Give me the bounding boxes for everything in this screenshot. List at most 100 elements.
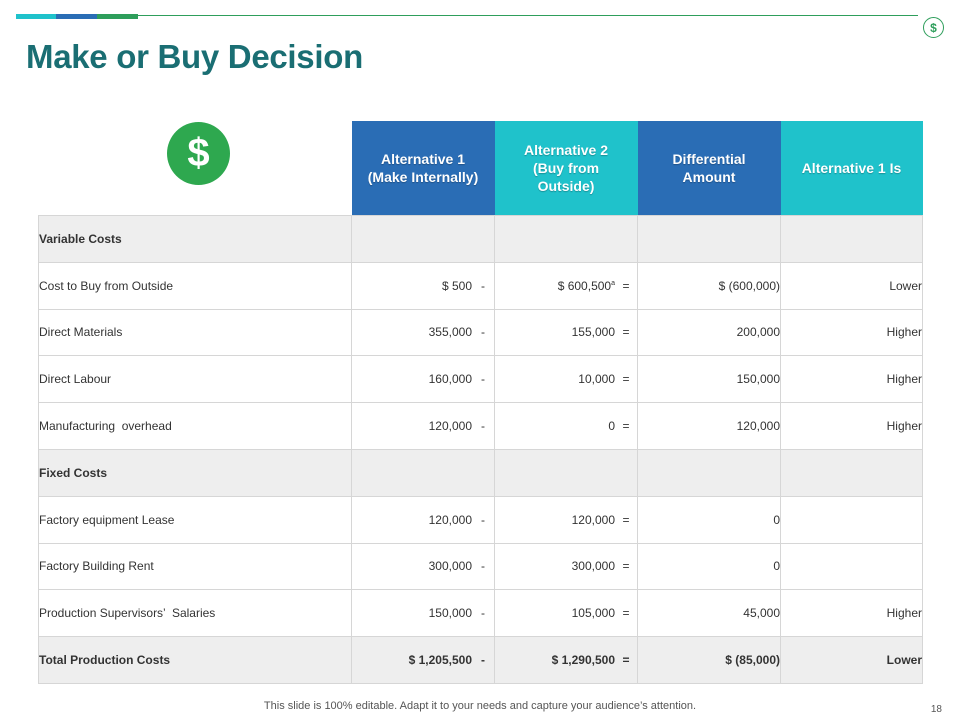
cell-is: Lower [780,636,923,684]
alt1-value: $ 1,205,500 [408,653,472,668]
alt1-value: 120,000 [428,419,472,434]
equals-operator: = [622,512,630,527]
minus-operator: - [481,325,485,340]
page-number: 18 [930,704,942,715]
cell-alt2: 0 = [494,402,638,450]
alt1-value: 300,000 [428,559,472,574]
cell-alt2: 300,000 = [494,542,638,591]
cell-is [780,215,923,263]
cell-alt1: 120,000- [351,495,495,544]
cell-alt2: $ 600,500a = [494,261,638,310]
minus-operator: - [481,653,485,668]
alt1-value: 150,000 [428,606,472,621]
row-label: Production Supervisors’ Salaries [38,589,352,638]
cell-diff: 120,000 [637,402,781,450]
cell-diff: 0 [637,495,781,544]
row-label: Cost to Buy from Outside [38,261,352,310]
accent-bar-blue [56,14,97,19]
cell-is [780,542,923,591]
cell-alt1: $ 1,205,500- [351,636,495,684]
table-row-fixed-costs: Fixed Costs [38,448,923,497]
row-label: Factory equipment Lease [38,495,352,544]
table-row: Factory Building Rent 300,000- 300,000 = … [38,542,923,591]
alt1-value: 160,000 [428,372,472,387]
alt2-value: 120,000 [571,512,615,527]
alt1-value: 120,000 [428,512,472,527]
row-label: Manufacturing overhead [38,402,352,450]
equals-operator: = [622,325,630,340]
table-row: Manufacturing overhead 120,000- 0 = 120,0… [38,402,923,450]
cell-is: Higher [780,589,923,638]
cell-alt1: 150,000- [351,589,495,638]
minus-operator: - [481,419,485,434]
cell-alt2: 155,000 = [494,308,638,357]
row-label: Total Production Costs [38,636,352,684]
row-label: Fixed Costs [38,448,352,497]
table-row: Direct Materials 355,000- 155,000 = 200,0… [38,308,923,357]
cell-alt2 [494,448,638,497]
page-title: Make or Buy Decision [26,38,363,75]
minus-operator: - [481,606,485,621]
alt2-value: 300,000 [571,559,615,574]
dollar-refresh-icon: $ [923,17,944,38]
alt2-value: 0 [608,419,615,434]
equals-operator: = [622,606,630,621]
cell-is: Lower [780,261,923,310]
row-label: Direct Labour [38,355,352,404]
row-label: Direct Materials [38,308,352,357]
equals-operator: = [622,653,630,668]
alt2-value: $ 600,500 [557,278,612,293]
equals-operator: = [622,419,630,434]
cell-alt2 [494,215,638,263]
table-row: Cost to Buy from Outside $ 500- $ 600,50… [38,261,923,310]
alt2-value: $ 1,290,500 [551,653,615,668]
footer-note: This slide is 100% editable. Adapt it to… [263,700,697,712]
alt1-value: 355,000 [428,325,472,340]
accent-bar-teal [16,14,56,19]
cell-diff: $ (85,000) [637,636,781,684]
table-row-variable-costs: Variable Costs [38,215,923,263]
cell-alt2: 10,000 = [494,355,638,404]
cell-is [780,495,923,544]
table-row: Direct Labour 160,000- 10,000 = 150,000 H… [38,355,923,404]
row-label: Variable Costs [38,215,352,263]
cell-alt1: 120,000- [351,402,495,450]
alt2-value: 10,000 [578,372,615,387]
cell-is: Higher [780,402,923,450]
header-alternative-1: Alternative 1 (Make Internally) [351,121,495,216]
cell-diff [637,215,781,263]
alt2-value: 105,000 [571,606,615,621]
minus-operator: - [481,512,485,527]
cell-diff: 200,000 [637,308,781,357]
cell-is: Higher [780,308,923,357]
cell-alt2: $ 1,290,500 = [494,636,638,684]
cell-diff: 45,000 [637,589,781,638]
minus-operator: - [481,278,485,293]
equals-operator: = [622,278,630,293]
cell-alt1 [351,448,495,497]
cell-alt1: $ 500- [351,261,495,310]
footnote-mark: a [611,279,615,287]
table-row-total: Total Production Costs $ 1,205,500- $ 1,… [38,636,923,684]
alt2-value: 155,000 [571,325,615,340]
header-blank [39,121,352,216]
cell-alt1: 300,000- [351,542,495,591]
make-or-buy-table: Alternative 1 (Make Internally) Alternat… [38,121,923,684]
cell-diff: 0 [637,542,781,591]
row-label: Factory Building Rent [38,542,352,591]
cell-alt2: 105,000 = [494,589,638,638]
cell-diff: 150,000 [637,355,781,404]
table-row: Factory equipment Lease 120,000- 120,000… [38,495,923,544]
dollar-circle-icon: $ [167,122,230,185]
cell-diff: $ (600,000) [637,261,781,310]
cell-is: Higher [780,355,923,404]
minus-operator: - [481,372,485,387]
minus-operator: - [481,559,485,574]
header-differential-amount: Differential Amount [637,121,781,216]
alt1-value: $ 500 [441,278,472,293]
table-row: Production Supervisors’ Salaries 150,000… [38,589,923,638]
equals-operator: = [622,372,630,387]
equals-operator: = [622,559,630,574]
cell-alt1 [351,215,495,263]
cell-alt2: 120,000 = [494,495,638,544]
